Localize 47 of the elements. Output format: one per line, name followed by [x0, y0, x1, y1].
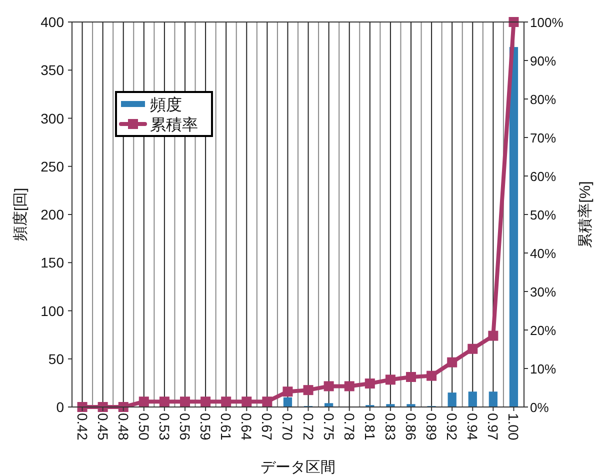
x-tick-label: 0.56	[177, 413, 193, 440]
y-tick-label: 300	[40, 110, 64, 126]
x-tick-label: 0.72	[300, 413, 316, 440]
y2-tick-label: 50%	[530, 208, 556, 222]
y2-tick-label: 70%	[530, 130, 556, 146]
x-tick-label: 0.75	[320, 413, 337, 440]
y-tick-label: 400	[40, 14, 64, 30]
x-tick-label: 0.42	[74, 413, 90, 440]
x-tick-label: 0.78	[341, 413, 358, 440]
x-tick-label: 1.00	[506, 413, 522, 440]
y2-tick-label: 0%	[530, 400, 550, 415]
y2-tick-label: 40%	[530, 246, 556, 261]
x-tick-label: 0.59	[198, 413, 214, 440]
x-tick-label: 0.61	[218, 413, 234, 440]
x-tick-label: 0.92	[444, 413, 460, 440]
y-tick-label: 200	[40, 206, 64, 222]
y-tick-label: 0	[56, 399, 64, 415]
y2-tick-label: 20%	[530, 323, 556, 338]
x-tick-label: 0.89	[424, 413, 440, 440]
x-tick-label: 0.97	[485, 413, 502, 440]
y2-axis-title: 累積率[%]	[577, 181, 594, 248]
y-axis-title: 頻度[回]	[12, 188, 29, 242]
x-tick-label: 0.45	[94, 413, 111, 440]
y2-tick-label: 100%	[530, 15, 564, 30]
legend-label: 累積率	[150, 116, 198, 134]
y2-tick-label: 90%	[530, 54, 556, 68]
y2-tick-label: 60%	[530, 169, 556, 184]
x-tick-label: 0.81	[362, 413, 378, 440]
legend-label: 頻度	[150, 96, 182, 114]
x-axis-title: データ区間	[260, 459, 336, 475]
y-tick-label: 250	[40, 158, 64, 174]
y-tick-label: 350	[40, 62, 64, 78]
y-tick-label: 100	[40, 302, 64, 319]
x-tick-label: 0.53	[156, 413, 172, 440]
x-tick-label: 0.48	[115, 413, 132, 440]
x-tick-label: 0.50	[136, 413, 152, 440]
y-tick-label: 150	[40, 254, 64, 271]
y2-tick-label: 80%	[530, 92, 556, 107]
x-tick-label: 0.94	[464, 413, 481, 440]
y2-tick-label: 10%	[530, 362, 556, 376]
y2-tick-label: 30%	[530, 284, 556, 300]
x-tick-label: 0.86	[403, 413, 419, 440]
x-tick-label: 0.83	[382, 413, 398, 440]
x-tick-label: 0.70	[280, 413, 296, 440]
y-tick-label: 50	[48, 350, 64, 367]
x-tick-label: 0.64	[238, 413, 255, 440]
x-tick-label: 0.67	[259, 413, 276, 440]
